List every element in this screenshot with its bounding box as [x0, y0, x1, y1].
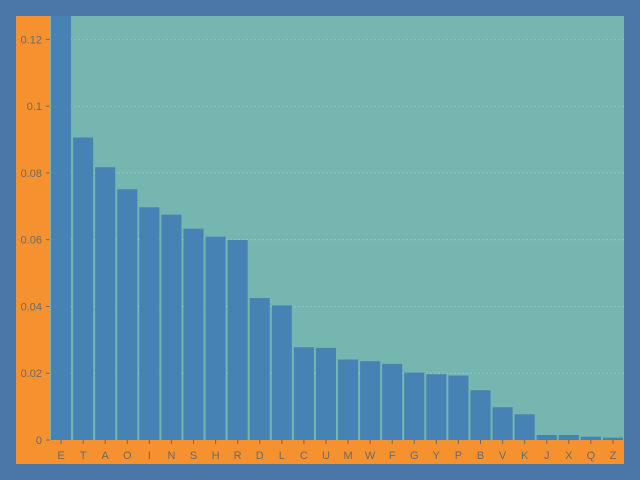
- bars: [51, 16, 623, 440]
- bar-Y: [426, 374, 447, 440]
- bar-M: [338, 359, 359, 440]
- y-tick-label: 0.08: [21, 168, 42, 180]
- x-tick-label: B: [477, 450, 484, 462]
- bar-A: [95, 167, 116, 440]
- x-tick-label: Y: [433, 450, 441, 462]
- bar-C: [293, 347, 314, 440]
- x-tick-label: A: [102, 450, 110, 462]
- x-tick-label: Q: [587, 450, 596, 462]
- bar-J: [536, 434, 557, 440]
- x-tick-label: T: [80, 450, 87, 462]
- bar-G: [404, 372, 425, 440]
- bar-W: [360, 361, 381, 440]
- x-tick-label: K: [521, 450, 529, 462]
- x-tick-label: V: [499, 450, 507, 462]
- x-tick-label: H: [212, 450, 220, 462]
- bar-O: [117, 189, 138, 440]
- chart-frame: 0 0.02 0.04 0.06 0.08 0.1 0.12 E T A O I N S H R D L C U M W…: [16, 16, 624, 464]
- x-tick-label: I: [148, 450, 151, 462]
- bar-V: [492, 407, 513, 440]
- x-tick-label: M: [343, 450, 352, 462]
- bar-Z: [602, 437, 623, 440]
- y-tick-label: 0.02: [21, 368, 42, 380]
- bar-B: [470, 390, 491, 440]
- bar-N: [161, 214, 182, 440]
- bar-L: [271, 305, 292, 440]
- bar-chart: 0 0.02 0.04 0.06 0.08 0.1 0.12 E T A O I N S H R D L C U M W…: [21, 16, 624, 462]
- x-tick-label: W: [365, 450, 376, 462]
- bar-T: [73, 137, 94, 440]
- x-tick-label: G: [410, 450, 419, 462]
- x-tick-label: X: [565, 450, 573, 462]
- y-tick-label: 0.06: [21, 235, 42, 247]
- x-tick-label: P: [455, 450, 462, 462]
- bar-I: [139, 207, 160, 440]
- x-tick-label: Z: [610, 450, 617, 462]
- bar-P: [448, 375, 469, 440]
- x-tick-label: O: [123, 450, 132, 462]
- y-axis: 0 0.02 0.04 0.06 0.08 0.1 0.12: [21, 34, 50, 447]
- bar-X: [558, 434, 579, 440]
- x-tick-label: N: [167, 450, 175, 462]
- bar-Q: [580, 436, 601, 440]
- x-tick-label: R: [234, 450, 242, 462]
- bar-U: [315, 347, 336, 440]
- y-tick-label: 0.04: [21, 301, 42, 313]
- y-tick-label: 0.12: [21, 34, 42, 46]
- bar-K: [514, 414, 535, 440]
- y-tick-label: 0: [36, 435, 42, 447]
- x-tick-label: L: [279, 450, 285, 462]
- bar-H: [205, 236, 226, 440]
- x-tick-label: C: [300, 450, 308, 462]
- x-tick-label: S: [190, 450, 197, 462]
- x-tick-label: E: [57, 450, 64, 462]
- bar-R: [227, 240, 248, 440]
- x-tick-label: J: [544, 450, 550, 462]
- bar-D: [249, 298, 270, 440]
- y-tick-label: 0.1: [27, 101, 42, 113]
- x-tick-label: D: [256, 450, 264, 462]
- bar-E: [51, 16, 72, 440]
- x-tick-label: U: [322, 450, 330, 462]
- bar-S: [183, 228, 204, 440]
- x-tick-label: F: [389, 450, 396, 462]
- bar-F: [382, 363, 403, 440]
